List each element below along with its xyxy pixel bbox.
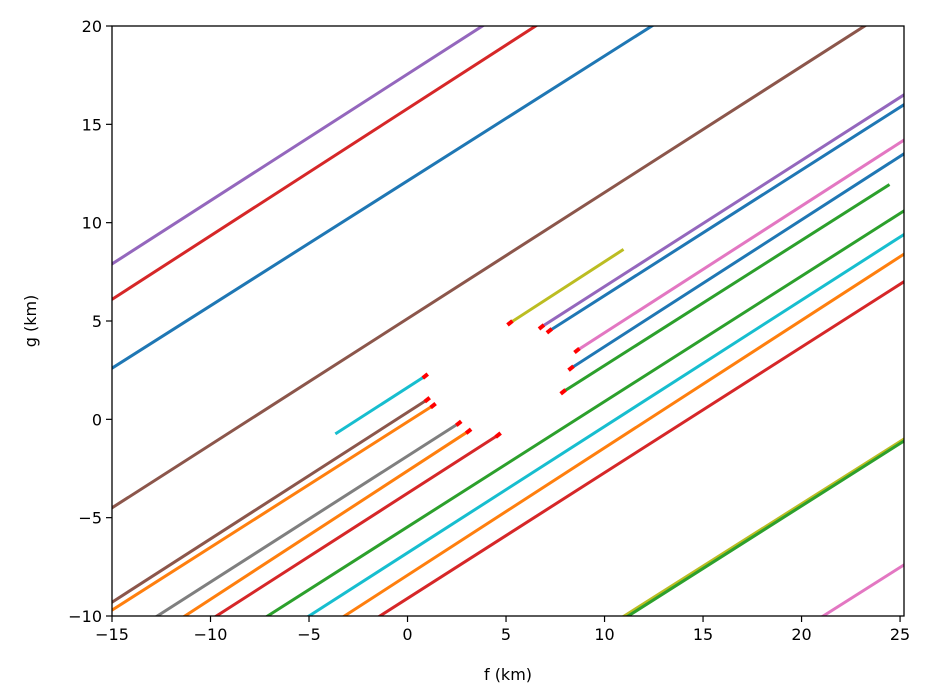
marker-layer [421,319,581,439]
x-tick-label: −5 [297,625,321,644]
y-tick-label: 0 [92,410,102,429]
x-axis-label: f (km) [484,665,532,684]
x-tick-label: 10 [594,625,614,644]
series-line-4 [112,26,867,510]
x-axis-ticks: −15 −10 −5 0 5 10 15 20 25 [95,616,910,644]
endpoint-marker-11 [464,427,473,435]
series-line-18 [155,421,461,616]
series-line-21 [622,437,904,616]
endpoint-marker-7 [421,372,429,380]
x-tick-label: −15 [95,625,129,644]
endpoint-marker-5 [567,364,575,372]
series-line-13 [377,279,904,616]
endpoint-marker-3 [545,327,554,335]
x-tick-label: −10 [194,625,228,644]
y-tick-label: 10 [82,214,102,233]
y-tick-label: 20 [82,17,102,36]
y-tick-label: 15 [82,115,102,134]
endpoint-marker-8 [423,396,431,404]
series-line-11 [306,232,904,616]
series-line-2 [112,26,538,302]
series-line-6 [547,102,904,333]
series-line-15 [334,373,428,436]
y-tick-label: −5 [78,509,102,528]
series-line-19 [182,429,471,616]
series-line-8 [568,152,904,371]
series-line-17 [112,403,436,612]
series-line-5 [539,93,904,329]
x-tick-label: 20 [791,625,811,644]
x-tick-label: 15 [693,625,713,644]
x-tick-label: 25 [890,625,910,644]
series-line-1 [112,26,485,266]
series-line-16 [112,397,430,605]
series-line-7 [574,138,904,353]
series-line-23 [821,563,904,616]
y-tick-label: 5 [92,312,102,331]
endpoint-marker-1 [506,319,514,327]
x-tick-label: 0 [402,625,412,644]
y-axis-label: g (km) [21,295,40,348]
series-layer [112,26,904,616]
series-line-22 [626,439,904,616]
endpoint-marker-4 [573,346,581,355]
series-line-14 [507,248,625,326]
endpoint-marker-6 [559,388,567,396]
endpoint-marker-10 [455,419,463,427]
series-line-9 [561,183,891,394]
series-line-3 [112,26,654,370]
series-line-10 [265,209,904,616]
y-tick-label: −10 [68,607,102,626]
series-line-20 [214,432,501,616]
y-axis-ticks: −10 −5 0 5 10 15 20 [68,17,112,626]
x-tick-label: 5 [501,625,511,644]
endpoint-marker-2 [537,323,546,331]
series-line-12 [342,252,904,616]
endpoint-marker-12 [494,431,502,439]
endpoint-marker-9 [429,402,437,410]
